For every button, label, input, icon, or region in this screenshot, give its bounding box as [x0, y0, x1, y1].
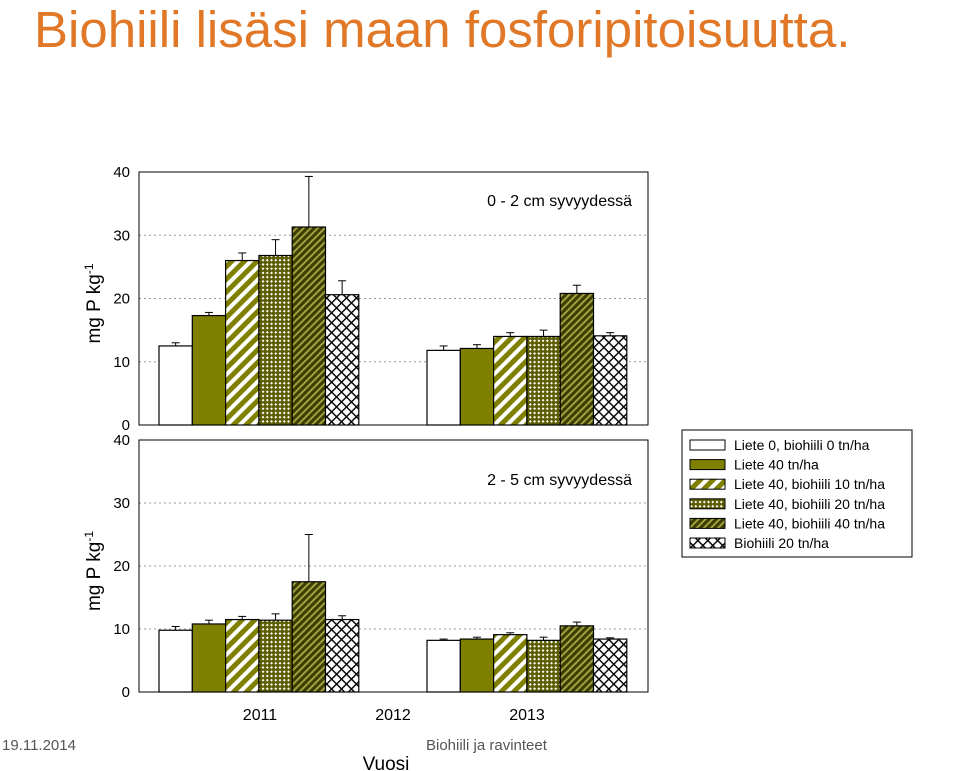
- bar: [258, 619, 293, 693]
- y-tick-label: 30: [113, 227, 130, 244]
- legend-label: Liete 40 tn/ha: [734, 457, 819, 473]
- legend-swatch: [689, 537, 726, 549]
- x-tick-label: 2011: [243, 707, 278, 724]
- bar: [526, 639, 561, 693]
- bar: [324, 294, 360, 426]
- bar: [324, 618, 360, 693]
- bar: [258, 254, 293, 426]
- y-axis-label: mg P kg-1: [82, 531, 105, 611]
- bar: [426, 349, 461, 426]
- x-tick-label: 2013: [509, 707, 545, 724]
- bar: [426, 639, 461, 693]
- y-axis-label-sup: -1: [82, 263, 96, 274]
- bar: [559, 625, 595, 693]
- legend-swatch: [689, 517, 726, 529]
- bar: [225, 259, 260, 426]
- bar: [459, 638, 495, 693]
- y-tick-label: 0: [122, 684, 130, 701]
- x-tick-label: 2012: [375, 707, 411, 724]
- legend-swatch: [689, 439, 726, 451]
- bar: [592, 638, 628, 693]
- legend-swatch: [689, 498, 726, 510]
- bar: [158, 345, 193, 426]
- plot-frame: [138, 439, 649, 693]
- y-tick-label: 20: [113, 558, 130, 575]
- bar: [526, 335, 561, 426]
- bar: [191, 623, 227, 693]
- bar: [291, 581, 327, 693]
- bar: [592, 335, 628, 426]
- legend-swatch: [689, 478, 726, 490]
- bar: [291, 226, 327, 426]
- bar: [158, 629, 193, 693]
- legend-label: Liete 40, biohiili 20 tn/ha: [734, 496, 885, 512]
- y-axis-label-main: mg P kg: [84, 542, 105, 611]
- bar: [559, 292, 595, 426]
- panel-top: 0 10 20 30 40 mg P kg-1 0 - 2 cm syvyydessä: [82, 164, 649, 434]
- panel-bottom: 0 10 20 30 40 mg P kg-1 2 - 5 cm syvyydessä: [82, 432, 649, 701]
- bar: [493, 634, 528, 693]
- legend-label: Liete 40, biohiili 40 tn/ha: [734, 515, 885, 531]
- legend-label: Liete 0, biohiili 0 tn/ha: [734, 437, 870, 453]
- legend-label: Liete 40, biohiili 10 tn/ha: [734, 476, 885, 492]
- y-tick-label: 20: [113, 291, 130, 308]
- plot-frame: [138, 171, 649, 426]
- y-tick-label: 40: [113, 164, 130, 181]
- bar: [459, 347, 495, 426]
- bar: [191, 314, 227, 426]
- legend-label: Biohiili 20 tn/ha: [734, 535, 829, 551]
- legend-frame: [681, 429, 913, 558]
- panel-label: 2 - 5 cm syvyydessä: [487, 472, 632, 489]
- panel-label: 0 - 2 cm syvyydessä: [487, 193, 632, 210]
- y-axis-label-main: mg P kg: [84, 274, 105, 343]
- bar: [493, 335, 528, 426]
- legend: Liete 0, biohiili 0 tn/ha Liete 40 tn/ha L…: [681, 429, 913, 558]
- y-tick-label: 10: [113, 621, 130, 638]
- y-axis-label: mg P kg-1: [82, 263, 105, 343]
- y-axis-label-sup: -1: [82, 531, 96, 542]
- slide-title: Biohiili lisäsi maan fosforipitoisuutta.: [34, 1, 851, 58]
- y-tick-label: 40: [113, 432, 130, 449]
- footer-date: 19.11.2014: [2, 737, 76, 754]
- y-tick-label: 30: [113, 495, 130, 512]
- footer-center: Biohiili ja ravinteet: [426, 737, 547, 754]
- bar: [225, 618, 260, 693]
- x-axis-categories: 2011 2012 2013: [243, 707, 545, 724]
- x-axis-label: Vuosi: [363, 754, 410, 771]
- legend-swatch: [689, 459, 726, 471]
- y-tick-label: 0: [122, 417, 130, 434]
- y-tick-label: 10: [113, 354, 130, 371]
